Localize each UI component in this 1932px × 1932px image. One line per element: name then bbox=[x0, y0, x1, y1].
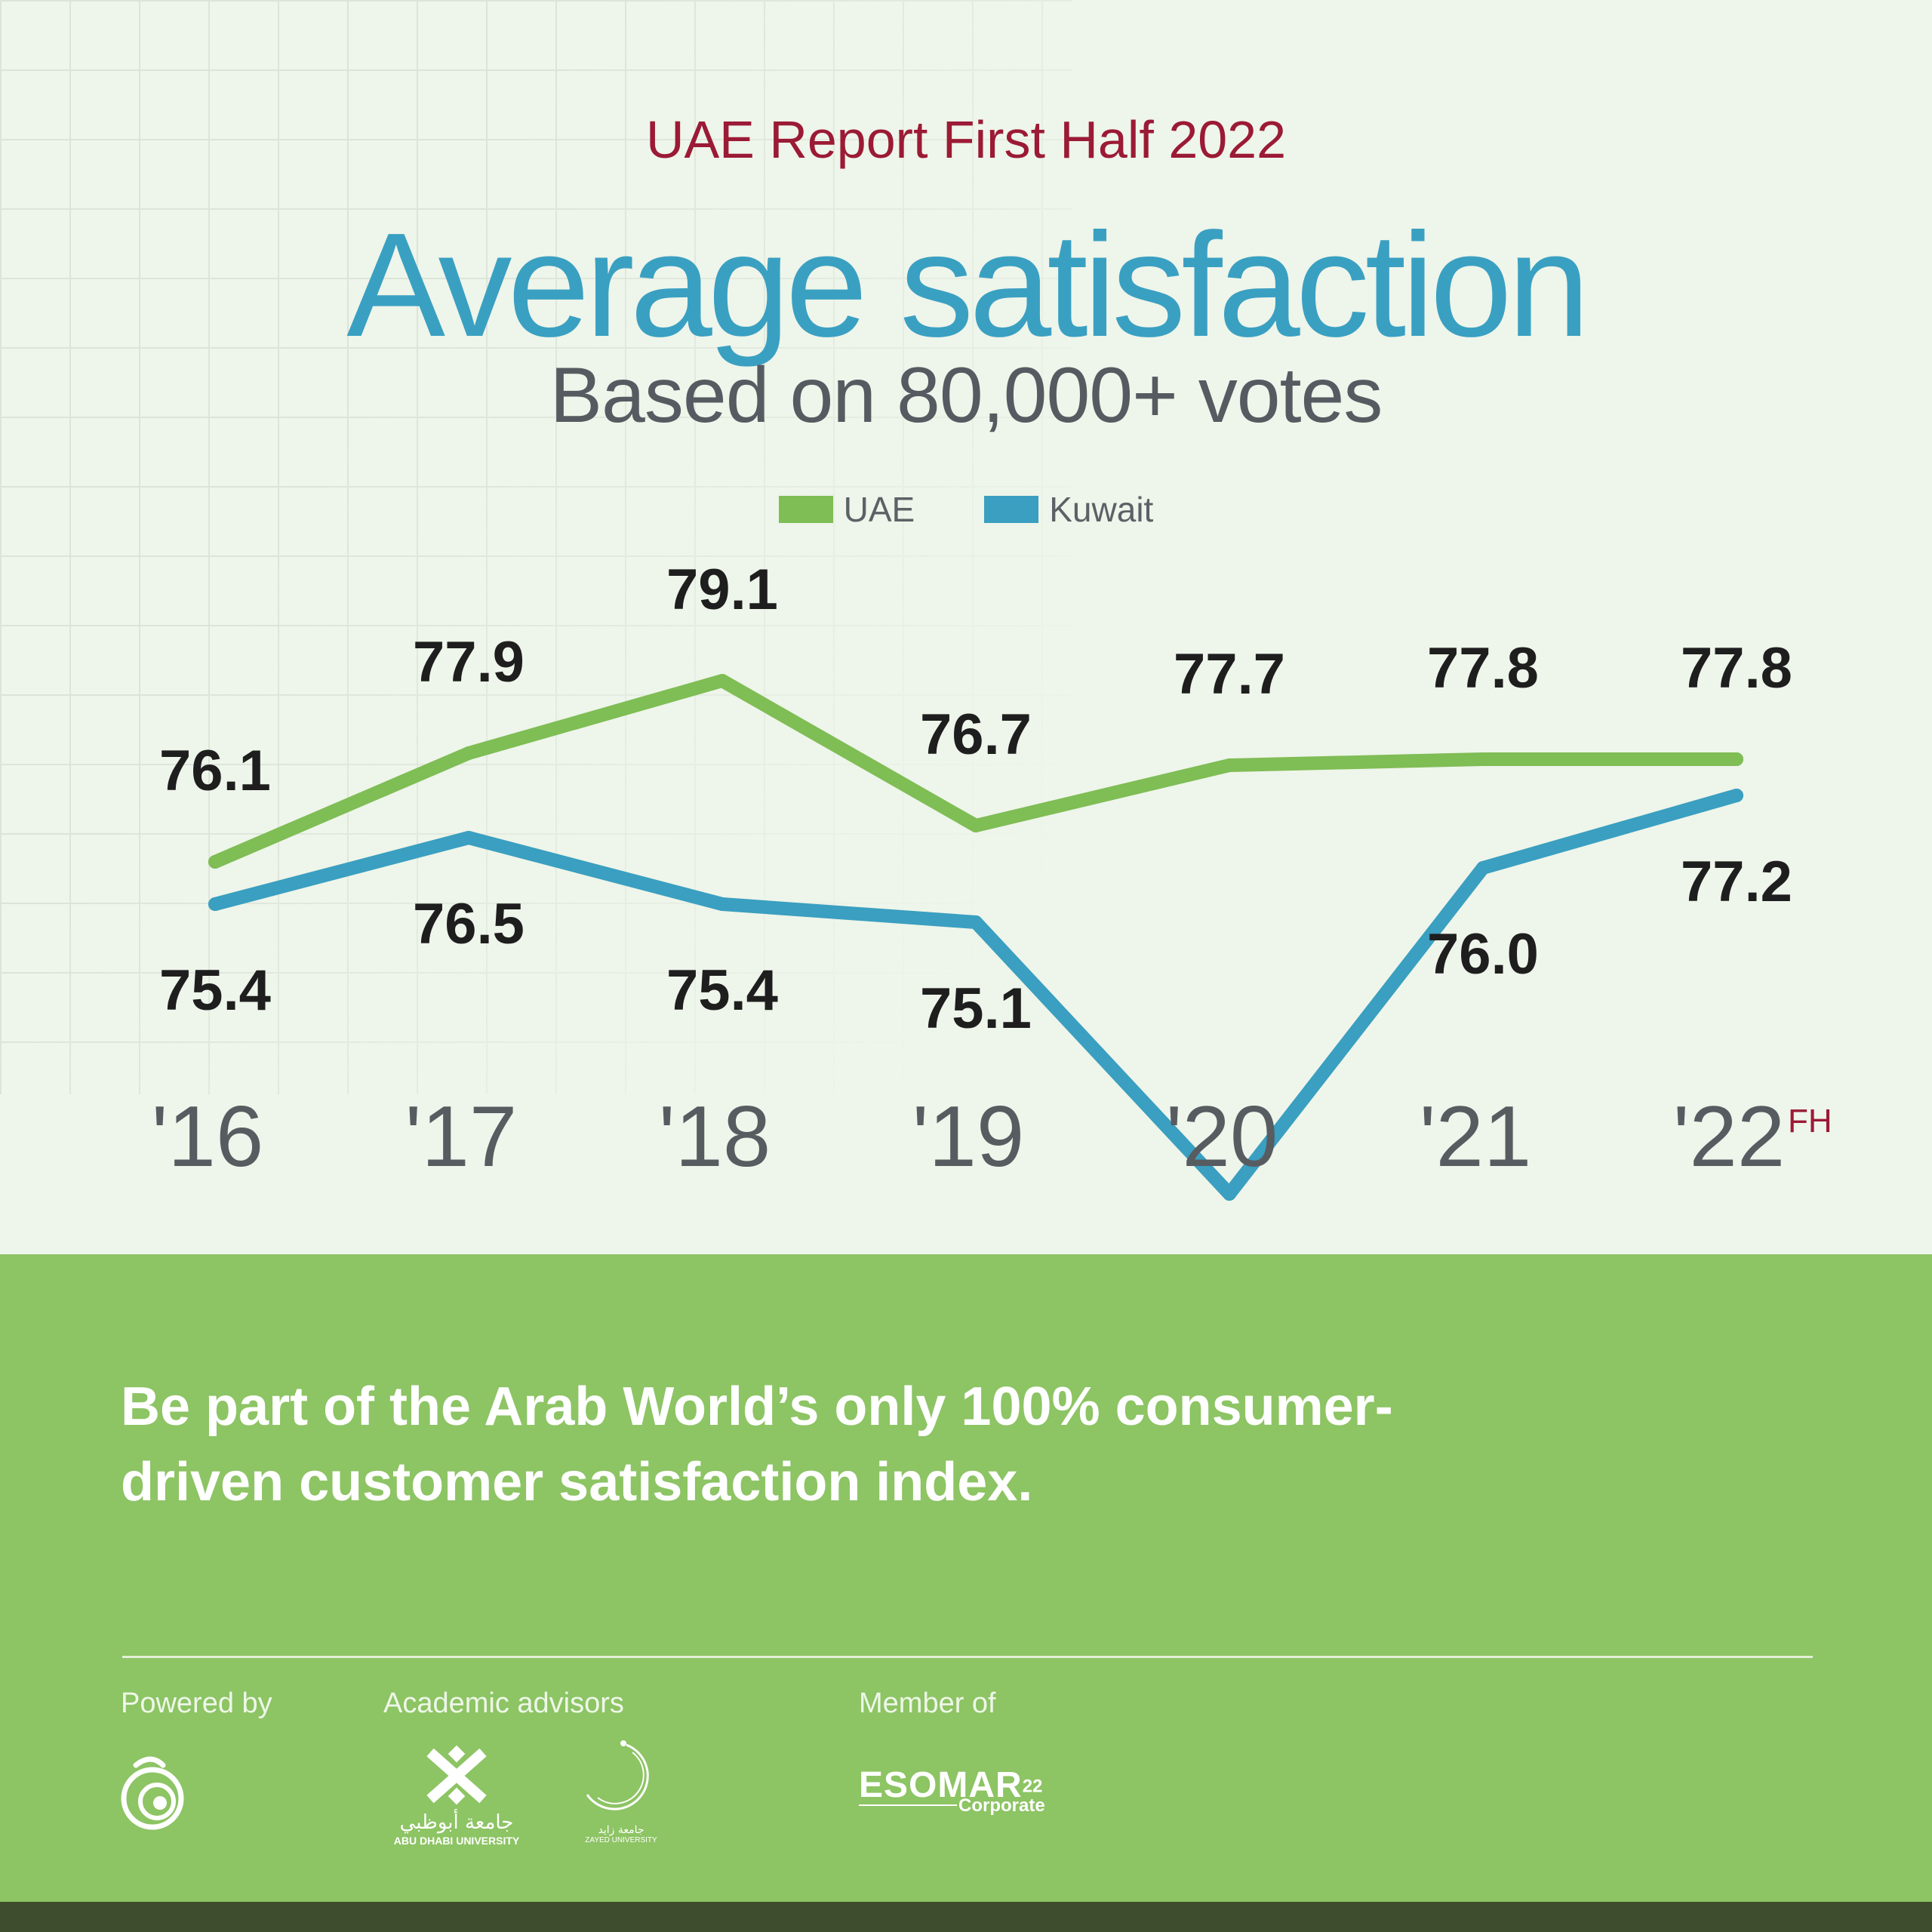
data-label-uae-0: 76.1 bbox=[159, 739, 271, 803]
legend-label-kuwait: Kuwait bbox=[1049, 490, 1154, 529]
x-tick-label-5: '21 bbox=[1420, 1089, 1532, 1185]
x-tick-superscript: FH bbox=[1788, 1103, 1832, 1140]
report-label: UAE Report First Half 2022 bbox=[645, 110, 1287, 169]
footer-divider bbox=[122, 1656, 1813, 1658]
x-tick-label-6: '22 bbox=[1673, 1089, 1786, 1185]
x-tick-label-1: '17 bbox=[405, 1089, 518, 1185]
line-chart: 76.1 77.9 79.1 76.7 77.7 77.8 77.8 75.4 76.5 75.4… bbox=[152, 558, 1832, 1254]
data-label-uae-1: 77.9 bbox=[413, 630, 525, 694]
data-label-kuwait-0: 75.4 bbox=[159, 958, 271, 1023]
esomar-wordmark: ESOMAR bbox=[859, 1765, 1023, 1805]
adu-emblem-icon bbox=[426, 1745, 487, 1805]
legend-item-uae: UAE bbox=[778, 489, 915, 530]
zayed-arabic-caption: جامعة زايد bbox=[598, 1824, 645, 1836]
legend-label-uae: UAE bbox=[843, 490, 915, 529]
chart-legend: UAE Kuwait bbox=[0, 489, 1932, 530]
spiral-logo-icon bbox=[121, 1756, 184, 1830]
data-label-uae-5: 77.8 bbox=[1427, 636, 1539, 700]
powered-by-label: Powered by bbox=[121, 1687, 272, 1719]
data-label-kuwait-6: 77.2 bbox=[1681, 850, 1792, 914]
adu-caption: ABU DHABI UNIVERSITY bbox=[393, 1835, 520, 1847]
zayed-caption: ZAYED UNIVERSITY bbox=[585, 1836, 657, 1844]
data-label-kuwait-5: 76.0 bbox=[1427, 922, 1539, 986]
data-label-kuwait-3: 75.1 bbox=[920, 977, 1032, 1041]
x-tick-label-3: '19 bbox=[912, 1089, 1025, 1185]
promo-panel: Be part of the Arab World’s only 100% co… bbox=[0, 1254, 1932, 1902]
data-point-kuwait-0 bbox=[208, 897, 222, 911]
esomar-logo: ESOMAR22 Corporate bbox=[859, 1764, 1045, 1817]
data-point-uae-3 bbox=[969, 819, 983, 832]
data-label-uae-6: 77.8 bbox=[1681, 636, 1792, 700]
abu-dhabi-university-logo: جامعة أبوظبي ABU DHABI UNIVERSITY bbox=[377, 1745, 536, 1847]
legend-swatch-kuwait bbox=[984, 496, 1039, 523]
data-point-uae-1 bbox=[462, 746, 475, 760]
x-tick-label-2: '18 bbox=[659, 1089, 771, 1185]
data-label-uae-2: 79.1 bbox=[666, 558, 778, 622]
data-point-kuwait-2 bbox=[715, 897, 729, 911]
legend-item-kuwait: Kuwait bbox=[984, 489, 1153, 530]
data-label-kuwait-2: 75.4 bbox=[666, 958, 778, 1023]
data-point-uae-6 bbox=[1730, 752, 1743, 766]
data-point-uae-2 bbox=[715, 674, 729, 688]
data-point-kuwait-4 bbox=[1223, 1187, 1236, 1201]
esomar-year: 22 bbox=[1022, 1776, 1043, 1797]
x-tick-label-0: '16 bbox=[152, 1089, 264, 1185]
data-point-kuwait-1 bbox=[462, 831, 475, 844]
data-label-kuwait-1: 76.5 bbox=[413, 892, 525, 956]
adu-arabic-caption: جامعة أبوظبي bbox=[399, 1811, 514, 1834]
zayed-crescent-icon bbox=[586, 1740, 649, 1810]
member-of-label: Member of bbox=[859, 1687, 996, 1719]
zayed-university-logo: جامعة زايد ZAYED UNIVERSITY bbox=[580, 1737, 663, 1844]
data-point-uae-5 bbox=[1476, 752, 1490, 766]
promo-tagline: Be part of the Arab World’s only 100% co… bbox=[121, 1377, 1393, 1512]
footer-bar bbox=[0, 1902, 1932, 1932]
data-point-uae-4 bbox=[1223, 758, 1236, 772]
page-title: Average satisfaction bbox=[346, 202, 1589, 368]
chart-panel: UAE Report First Half 2022 Average satis… bbox=[0, 0, 1932, 1254]
subtitle: Based on 80,000+ votes bbox=[549, 352, 1383, 439]
esomar-tier: Corporate bbox=[958, 1795, 1045, 1816]
data-label-kuwait-4: 70.6 bbox=[1174, 1248, 1285, 1254]
data-label-uae-4: 77.7 bbox=[1174, 642, 1285, 706]
data-label-uae-3: 76.7 bbox=[920, 703, 1032, 767]
x-tick-label-4: '20 bbox=[1166, 1089, 1278, 1185]
data-point-kuwait-6 bbox=[1730, 789, 1743, 802]
data-point-kuwait-5 bbox=[1476, 861, 1490, 875]
academic-advisors-label: Academic advisors bbox=[383, 1687, 624, 1719]
data-point-uae-0 bbox=[208, 855, 222, 869]
legend-swatch-uae bbox=[778, 496, 833, 523]
data-point-kuwait-3 bbox=[969, 915, 983, 929]
